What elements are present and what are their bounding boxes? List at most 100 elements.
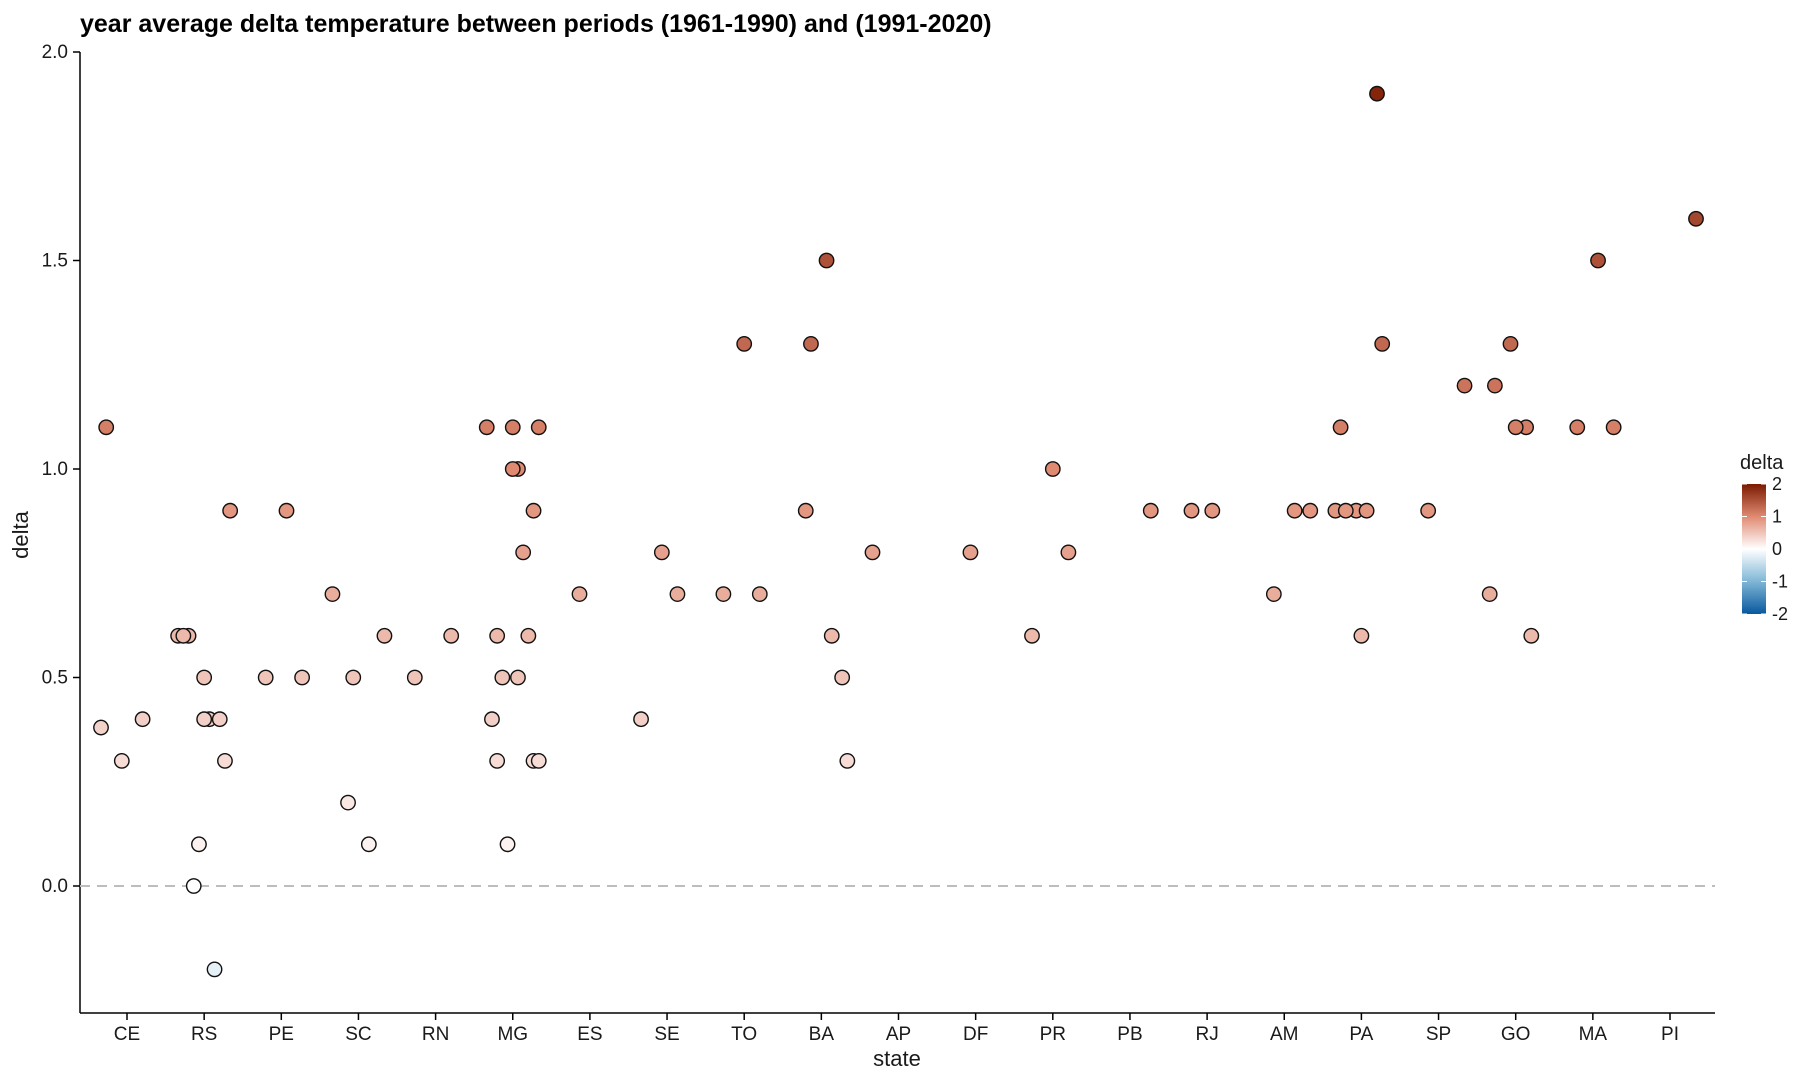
data-point bbox=[196, 711, 213, 728]
data-point bbox=[191, 836, 207, 853]
y-tick-label: 0.5 bbox=[42, 668, 68, 689]
data-point bbox=[864, 544, 881, 561]
x-tick-label: SP bbox=[1426, 1024, 1451, 1045]
x-tick-label: AP bbox=[886, 1024, 911, 1045]
data-point bbox=[1502, 335, 1519, 352]
data-point bbox=[294, 669, 310, 686]
data-point bbox=[1265, 586, 1282, 602]
data-point bbox=[1605, 419, 1622, 436]
data-point bbox=[406, 669, 423, 686]
data-point bbox=[489, 753, 506, 769]
data-point bbox=[715, 586, 732, 602]
axes bbox=[79, 52, 1715, 1014]
data-point bbox=[736, 335, 753, 352]
x-tick-label: BA bbox=[809, 1024, 835, 1045]
data-point bbox=[1286, 502, 1303, 519]
x-tick-label: SE bbox=[654, 1024, 679, 1045]
data-point bbox=[489, 627, 506, 644]
legend-title: delta bbox=[1740, 452, 1784, 474]
data-point bbox=[751, 586, 768, 602]
data-point bbox=[504, 419, 521, 436]
data-point bbox=[443, 627, 460, 644]
legend-ticks: 2 1 0 -1 -2 bbox=[1742, 474, 1788, 624]
x-ticks: CE RS PE SC RN MG ES SE TO BA AP DF PR PB RJ AM PA SP GO MA… bbox=[114, 1013, 1679, 1045]
data-point bbox=[1688, 210, 1704, 227]
data-point bbox=[530, 753, 547, 769]
data-point bbox=[1358, 502, 1375, 519]
data-point bbox=[278, 502, 295, 519]
legend-tick-label: -2 bbox=[1772, 604, 1788, 624]
data-point bbox=[206, 961, 223, 978]
legend-tick-label: 2 bbox=[1772, 474, 1782, 494]
data-points bbox=[93, 85, 1704, 978]
data-point bbox=[484, 711, 500, 728]
x-tick-label: RJ bbox=[1195, 1024, 1218, 1045]
data-point bbox=[340, 794, 356, 811]
data-point bbox=[1302, 502, 1319, 519]
data-point bbox=[818, 252, 835, 269]
data-point bbox=[571, 586, 588, 602]
legend-tick-label: 0 bbox=[1772, 539, 1782, 559]
x-tick-label: SC bbox=[345, 1024, 371, 1045]
data-point bbox=[1024, 627, 1040, 644]
x-tick-label: CE bbox=[114, 1024, 140, 1045]
data-point bbox=[360, 836, 377, 853]
data-point bbox=[185, 878, 202, 894]
data-point bbox=[196, 669, 213, 686]
data-point bbox=[1044, 461, 1061, 477]
data-point bbox=[1481, 586, 1498, 602]
x-tick-label: ES bbox=[577, 1024, 602, 1045]
y-tick-label: 0.0 bbox=[42, 876, 68, 897]
data-point bbox=[175, 627, 192, 644]
data-point bbox=[525, 502, 542, 519]
data-point bbox=[494, 669, 511, 686]
y-tick-label: 1.0 bbox=[42, 459, 68, 480]
data-point bbox=[504, 461, 521, 477]
data-point bbox=[1204, 502, 1221, 519]
x-tick-label: MG bbox=[497, 1024, 528, 1045]
data-point bbox=[345, 669, 362, 686]
data-point bbox=[1487, 377, 1503, 394]
data-point bbox=[1569, 419, 1586, 436]
data-point bbox=[510, 669, 526, 686]
data-point bbox=[669, 586, 686, 602]
data-point bbox=[1590, 252, 1606, 269]
data-point bbox=[530, 419, 547, 436]
data-point bbox=[211, 711, 228, 728]
x-tick-label: DF bbox=[963, 1024, 988, 1045]
data-point bbox=[217, 753, 233, 769]
x-tick-label: AM bbox=[1270, 1024, 1299, 1045]
x-tick-label: GO bbox=[1501, 1024, 1531, 1045]
data-point bbox=[113, 753, 130, 769]
data-point bbox=[93, 719, 109, 736]
data-point bbox=[1523, 627, 1540, 644]
x-tick-label: PB bbox=[1117, 1024, 1142, 1045]
x-tick-label: TO bbox=[731, 1024, 757, 1045]
data-point bbox=[515, 544, 532, 561]
legend-tick-label: 1 bbox=[1772, 507, 1782, 527]
data-point bbox=[797, 502, 814, 519]
data-point bbox=[823, 627, 840, 644]
data-point bbox=[1060, 544, 1077, 561]
y-tick-label: 1.5 bbox=[42, 251, 68, 272]
data-point bbox=[98, 419, 115, 436]
x-tick-label: PR bbox=[1040, 1024, 1066, 1045]
data-point bbox=[803, 335, 819, 352]
data-point bbox=[839, 753, 856, 769]
data-point bbox=[324, 586, 341, 602]
data-point bbox=[520, 627, 537, 644]
data-point bbox=[1142, 502, 1159, 519]
data-point bbox=[257, 669, 274, 686]
x-tick-label: PA bbox=[1349, 1024, 1373, 1045]
y-axis-title: delta bbox=[8, 510, 33, 558]
data-point bbox=[499, 836, 516, 853]
x-tick-label: PE bbox=[269, 1024, 294, 1045]
data-point bbox=[1353, 627, 1370, 644]
data-point bbox=[962, 544, 979, 561]
data-point bbox=[1369, 85, 1385, 102]
chart-title: year average delta temperature between p… bbox=[80, 10, 992, 38]
data-point bbox=[1507, 419, 1524, 436]
x-tick-label: MA bbox=[1579, 1024, 1608, 1045]
